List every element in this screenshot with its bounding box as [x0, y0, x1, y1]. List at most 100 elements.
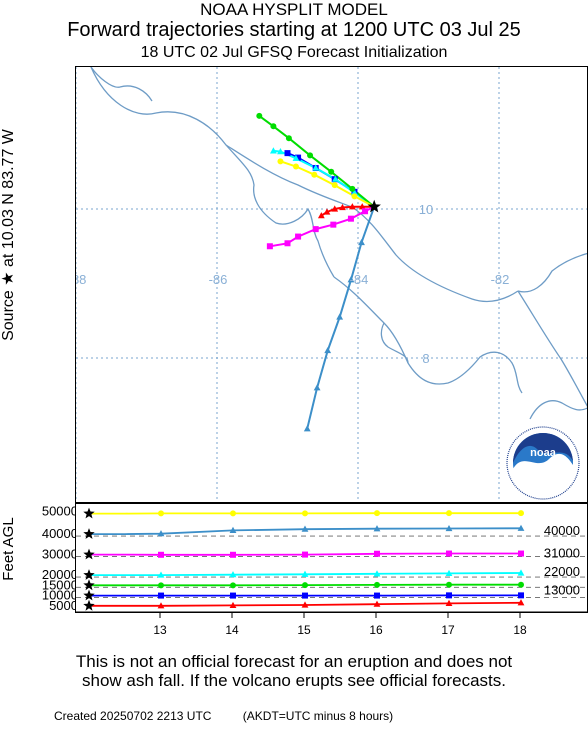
altitude-blue-point	[518, 592, 524, 599]
altitude-yellow-point	[518, 510, 524, 517]
source-location-label: Source ★ at 10.03 N 83.77 W	[0, 128, 17, 341]
trajectory-yellow-point	[277, 158, 284, 165]
longitude-tick-label: -86	[209, 272, 228, 287]
trajectory-red-point	[323, 208, 331, 215]
trajectory-magenta-point	[347, 215, 354, 222]
source-location-text: Source ★ at 10.03 N 83.77 W	[0, 128, 17, 341]
altitude-start-star	[83, 548, 95, 560]
altitude-cyan-point	[229, 571, 237, 578]
altitude-blue-point	[302, 592, 308, 599]
altitude-yellow-point	[158, 510, 164, 517]
altitude-cyan-point	[373, 570, 381, 577]
trajectory-steelblue-point	[324, 346, 332, 354]
altitude-start-star	[83, 579, 95, 591]
altitude-reference-lines	[76, 535, 588, 598]
altitude-blue-point	[446, 592, 452, 599]
altitude-cyan-point	[517, 569, 525, 576]
altitude-right-labels: 40000 31000 22000 13000	[544, 523, 580, 597]
trajectory-green-point	[270, 123, 277, 130]
altitude-steelblue-point	[517, 524, 525, 531]
time-tick-label: 18	[513, 623, 527, 637]
trajectory-cyan-point	[332, 175, 339, 182]
coastline-gulf-of-fonseca	[90, 67, 153, 102]
coastline-pacific-panama	[517, 290, 587, 407]
altitude-cyan-point	[157, 571, 165, 578]
trajectory-yellow-point	[311, 171, 318, 178]
altitude-panel: 40000 31000 22000 13000	[75, 503, 588, 613]
map-tick-labels: -88 -86 -84 -82 10 8	[76, 202, 509, 366]
altitude-steelblue-point	[445, 524, 453, 532]
trajectory-steelblue-point	[358, 238, 365, 246]
disclaimer-line-2: show ash fall. If the volcano erupts see…	[82, 671, 506, 690]
disclaimer: This is not an official forecast for an …	[0, 652, 588, 690]
altitude-red-point	[157, 602, 165, 609]
trajectory-red-point	[358, 203, 366, 210]
noaa-logo-text: noaa	[530, 447, 557, 459]
altitude-green-point	[518, 581, 524, 588]
altitude-magenta-point	[158, 551, 164, 558]
altitude-series	[89, 512, 522, 607]
altitude-blue-point	[158, 592, 164, 599]
altitude-green-point	[302, 582, 308, 589]
altitude-yellow-point	[446, 510, 452, 517]
altitude-yellow-point	[374, 510, 380, 517]
time-tick-label: 15	[297, 623, 311, 637]
time-tick-label: 14	[225, 623, 239, 637]
source-star	[367, 199, 381, 213]
coastline-nicoya-gulf	[225, 144, 335, 278]
altitude-start-star	[83, 507, 95, 519]
altitude-yellow-point	[230, 510, 236, 517]
altitude-red-point	[517, 599, 525, 606]
trajectory-magenta-point	[312, 226, 319, 233]
altitude-steelblue-line	[89, 527, 522, 536]
altitude-start-star	[83, 569, 95, 580]
altitude-cyan-point	[301, 570, 309, 577]
coastline-panama-interior	[529, 400, 587, 420]
altitude-yellow-point	[302, 510, 308, 517]
trajectory-magenta-point	[284, 240, 291, 247]
altitude-green-line	[89, 583, 521, 587]
trajectory-green-point	[349, 185, 356, 192]
disclaimer-line-1: This is not an official forecast for an …	[75, 652, 513, 671]
coastline	[90, 67, 587, 420]
timezone-note: (AKDT=UTC minus 8 hours)	[242, 709, 394, 723]
trajectory-map: -88 -86 -84 -82 10 8 noaa	[75, 66, 588, 503]
trajectory-magenta-point	[362, 208, 369, 215]
altitude-left-label: 50000	[42, 504, 75, 519]
altitude-start-star	[83, 599, 95, 611]
trajectory-yellow-point	[292, 163, 299, 170]
altitude-steelblue-point	[301, 525, 309, 532]
altitude-magenta-line	[89, 552, 521, 556]
trajectory-red-point	[348, 203, 356, 210]
altitude-left-label: 5000	[49, 598, 75, 613]
altitude-magenta-point	[518, 550, 524, 557]
altitude-green-point	[158, 582, 164, 589]
altitude-green-point	[374, 581, 380, 588]
trajectory-red-point	[317, 212, 325, 219]
altitude-right-label: 40000	[544, 523, 580, 538]
longitude-tick-label: -88	[76, 272, 86, 287]
altitude-cyan-line	[89, 572, 522, 576]
altitude-cyan-point	[445, 569, 453, 577]
initialization-subtitle: 18 UTC 02 Jul GFSQ Forecast Initializati…	[140, 44, 448, 61]
trajectory-markers	[256, 112, 381, 432]
altitude-start-star	[83, 589, 95, 601]
altitude-magenta-point	[302, 551, 308, 558]
altitude-steelblue-point	[229, 526, 237, 533]
altitude-magenta-point	[374, 550, 380, 557]
trajectory-yellow-point	[351, 193, 358, 200]
footer: Created 20250702 2213 UTC (AKDT=UTC minu…	[54, 709, 421, 723]
altitude-start-star	[83, 528, 95, 539]
created-timestamp: Created 20250702 2213 UTC	[54, 709, 212, 723]
time-tick-label: 13	[153, 623, 167, 637]
altitude-red-point	[229, 601, 237, 609]
trajectory-steelblue-point	[313, 384, 321, 391]
trajectory-title: Forward trajectories starting at 1200 UT…	[67, 19, 521, 41]
trajectory-magenta-point	[295, 233, 302, 240]
altitude-blue-point	[374, 592, 380, 599]
coastline-osa-peninsula	[380, 322, 409, 364]
altitude-magenta-point	[446, 550, 452, 557]
altitude-green-point	[446, 581, 452, 588]
latitude-tick-label: 10	[419, 202, 433, 217]
